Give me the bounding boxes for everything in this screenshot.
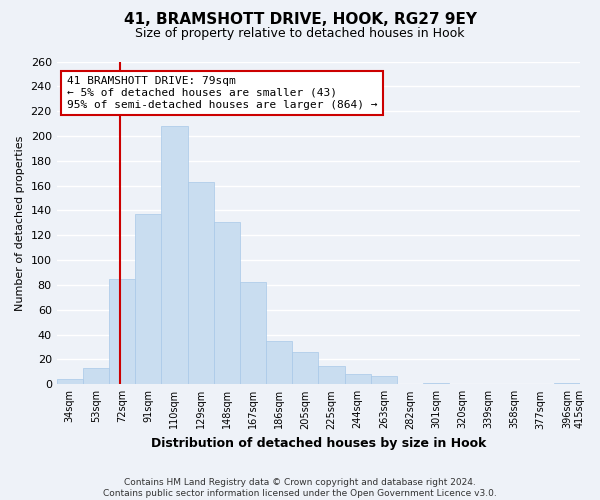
Bar — [319, 366, 344, 384]
Text: Size of property relative to detached houses in Hook: Size of property relative to detached ho… — [135, 28, 465, 40]
Bar — [135, 214, 161, 384]
Bar — [214, 222, 240, 384]
Bar — [423, 383, 449, 384]
Bar — [266, 341, 292, 384]
Bar — [292, 352, 319, 384]
Bar — [83, 368, 109, 384]
Bar — [240, 282, 266, 384]
Bar — [109, 279, 135, 384]
Text: 41, BRAMSHOTT DRIVE, HOOK, RG27 9EY: 41, BRAMSHOTT DRIVE, HOOK, RG27 9EY — [124, 12, 476, 28]
Y-axis label: Number of detached properties: Number of detached properties — [15, 135, 25, 310]
Bar — [187, 182, 214, 384]
Bar — [56, 380, 83, 384]
X-axis label: Distribution of detached houses by size in Hook: Distribution of detached houses by size … — [151, 437, 486, 450]
Bar — [371, 376, 397, 384]
Bar — [554, 383, 580, 384]
Bar — [161, 126, 187, 384]
Text: 41 BRAMSHOTT DRIVE: 79sqm
← 5% of detached houses are smaller (43)
95% of semi-d: 41 BRAMSHOTT DRIVE: 79sqm ← 5% of detach… — [67, 76, 377, 110]
Bar — [344, 374, 371, 384]
Text: Contains HM Land Registry data © Crown copyright and database right 2024.
Contai: Contains HM Land Registry data © Crown c… — [103, 478, 497, 498]
